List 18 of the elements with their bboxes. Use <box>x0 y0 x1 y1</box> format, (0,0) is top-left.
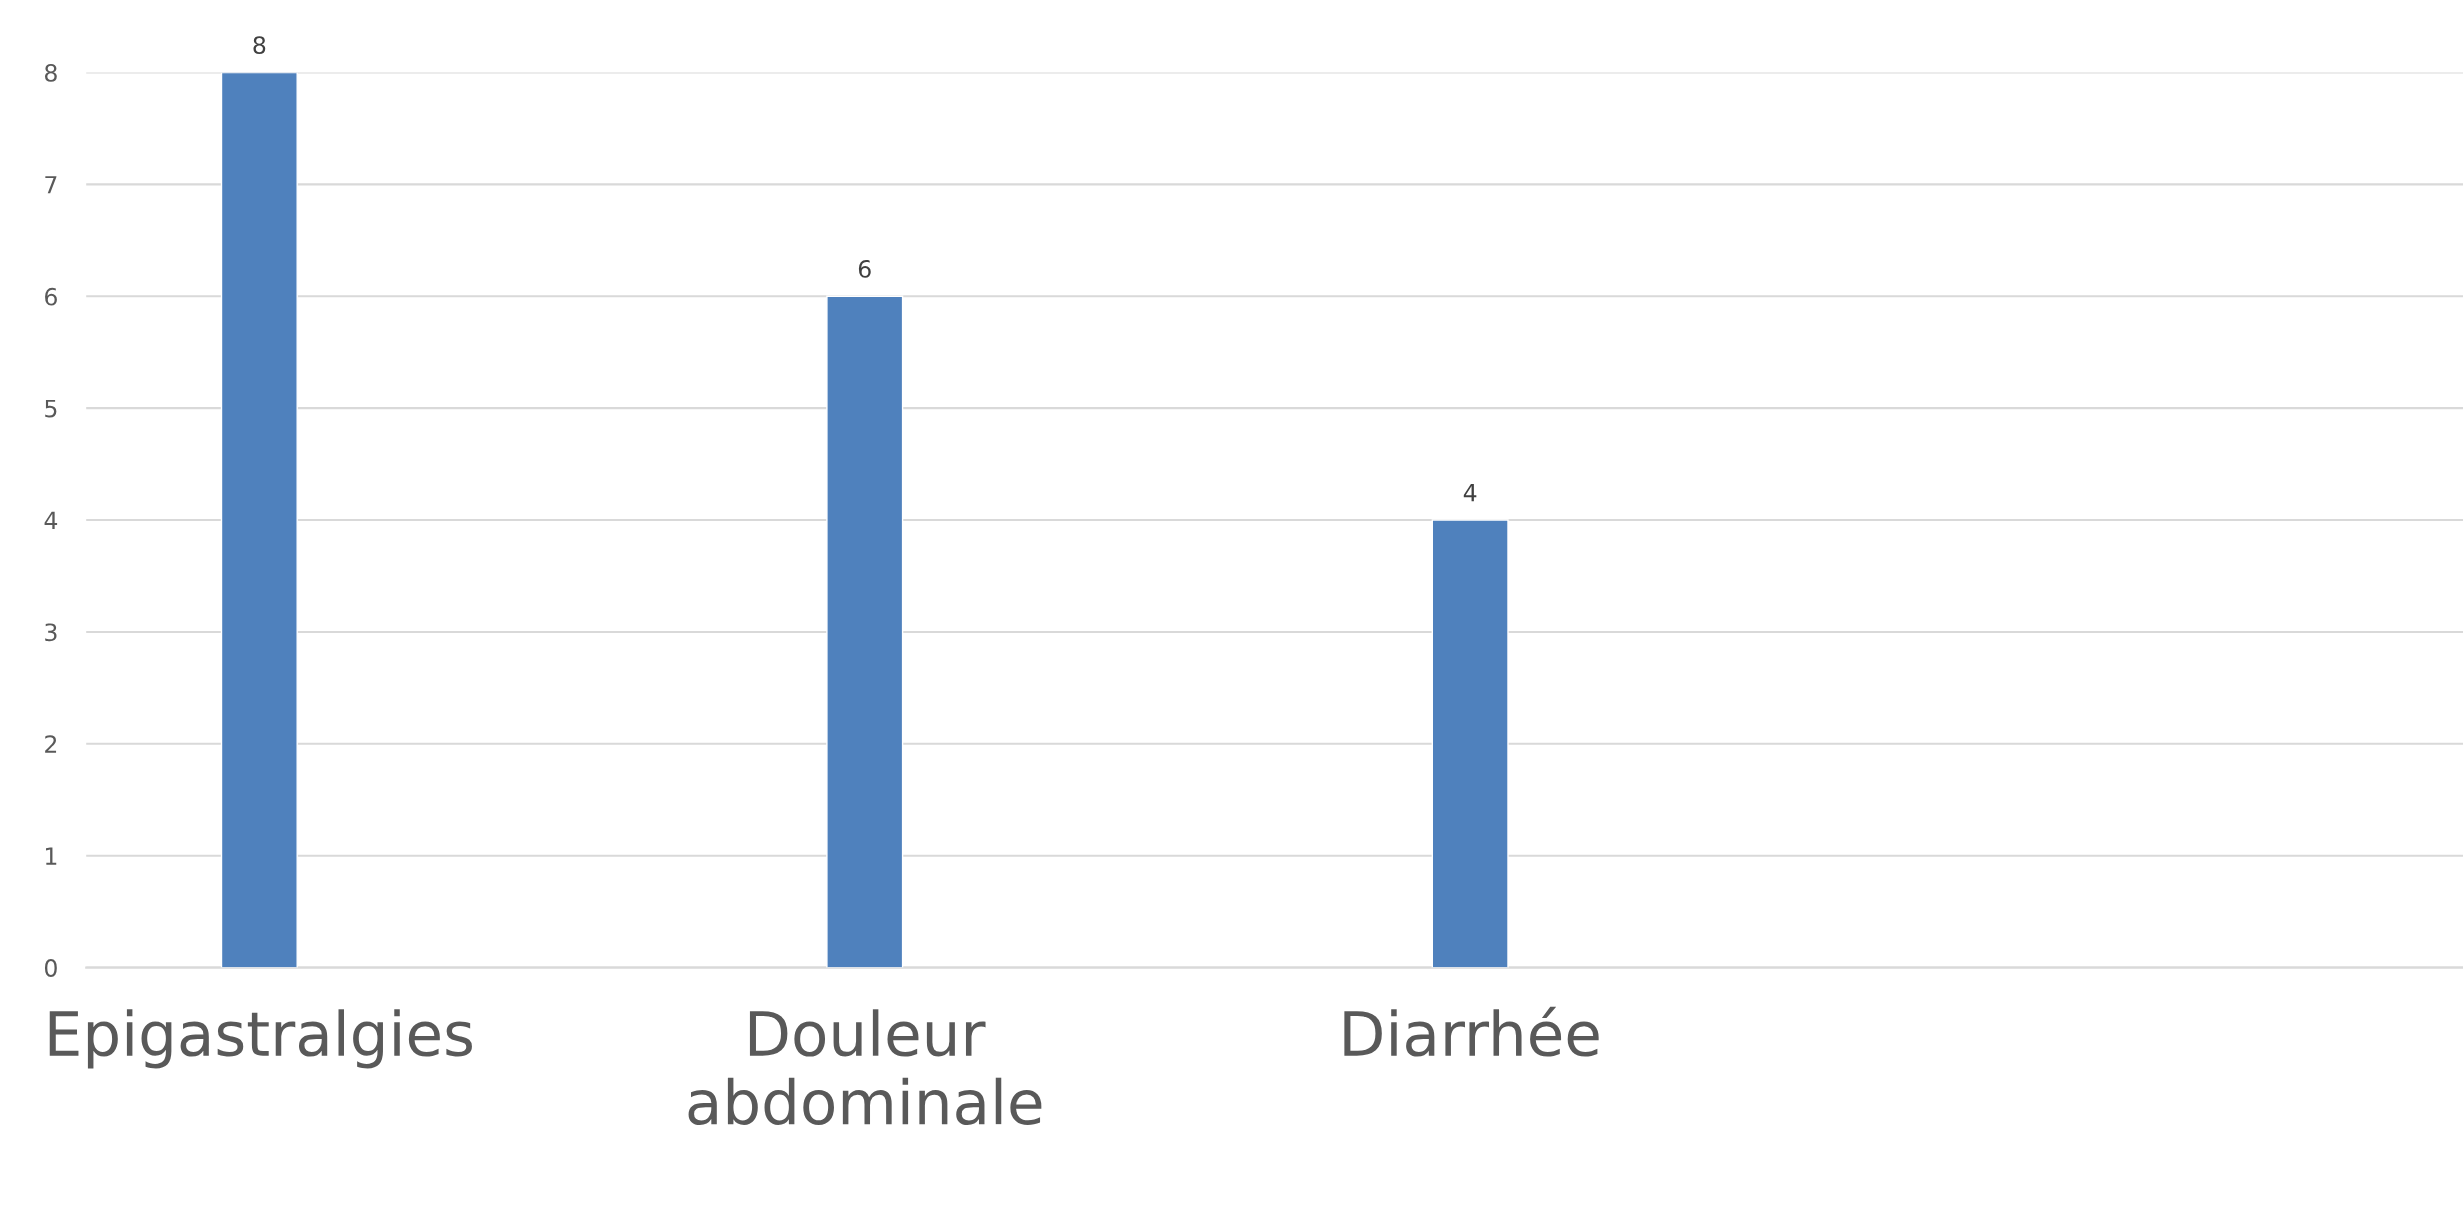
data-label: 6 <box>858 259 871 278</box>
x-tick-label: Diarrhée <box>1344 1006 1599 1057</box>
y-tick-label: 2 <box>45 735 57 753</box>
x-tick-label: Epigastralgies <box>49 1009 472 1069</box>
bar <box>826 295 904 968</box>
y-tick-label: 0 <box>44 959 57 977</box>
y-tick-label: 8 <box>45 63 57 82</box>
bar <box>220 72 298 968</box>
y-tick-label: 7 <box>45 176 57 194</box>
y-tick-label: 1 <box>46 847 57 865</box>
x-tick-label: Douleur abdominale <box>688 1009 1042 1126</box>
y-tick-label: 3 <box>45 623 57 642</box>
bar <box>1431 519 1509 968</box>
data-label: 8 <box>253 36 266 55</box>
y-tick-label: 4 <box>44 511 58 530</box>
data-label: 4 <box>1463 484 1477 502</box>
y-tick-label: 5 <box>45 399 57 418</box>
y-tick-label: 6 <box>45 287 57 306</box>
